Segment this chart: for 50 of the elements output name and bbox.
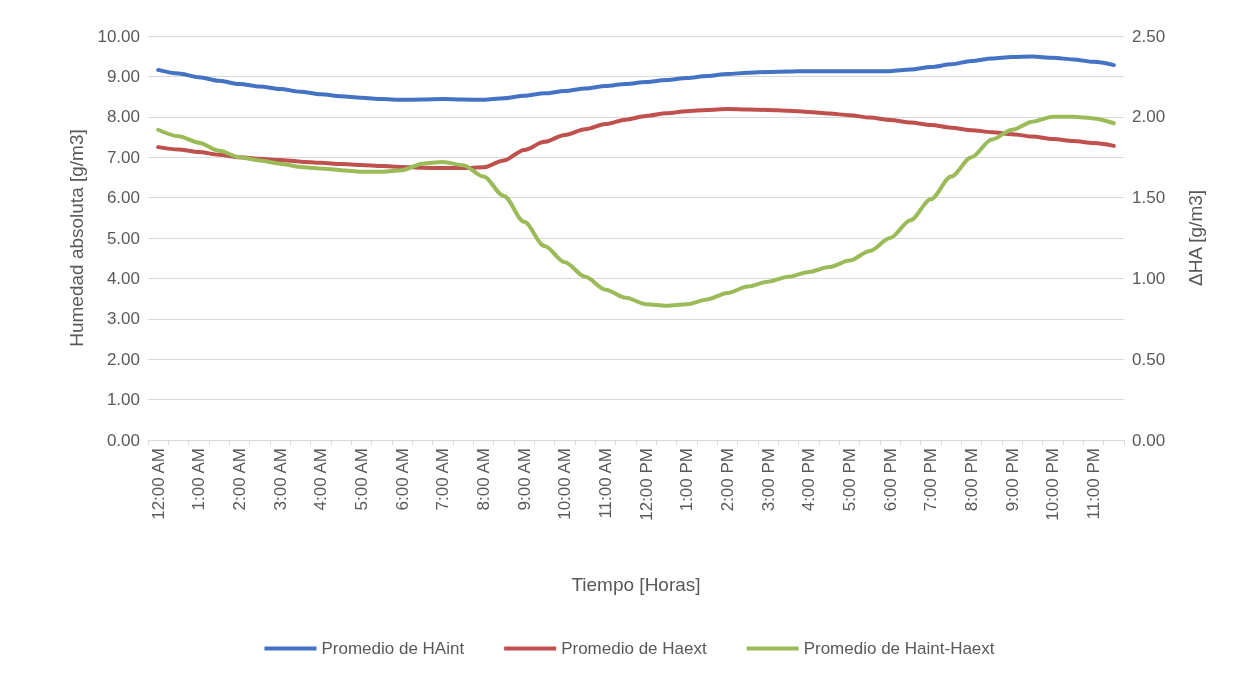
line-series: [156, 54, 1116, 102]
x-tick-label: 2:00 AM: [230, 448, 249, 511]
x-tick-label: 7:00 AM: [433, 448, 453, 511]
x-tick-label: 5:00 PM: [840, 448, 859, 512]
x-axis-title: Tiempo [Horas]: [571, 574, 701, 595]
x-tick-label: 9:00 PM: [1002, 448, 1022, 512]
y-axis-title: Humedad absoluta [g/m3]: [66, 129, 87, 347]
x-tick-label: 5:00 AM: [352, 448, 371, 511]
x-tick-label: 12:00 PM: [636, 448, 656, 521]
y2-tick-label: 0.50: [1132, 349, 1166, 369]
x-tick-label: 12:00 AM: [148, 448, 168, 520]
y-tick-label: 8.00: [106, 107, 140, 127]
y2-tick-label: 1.00: [1132, 268, 1166, 288]
x-tick-label: 6:00 AM: [392, 448, 412, 511]
x-tick-label: 9:00 AM: [514, 448, 534, 511]
y-tick-label: 5.00: [106, 228, 140, 248]
legend-label: Promedio de HAint: [321, 639, 465, 658]
x-tick-label: 11:00 PM: [1084, 448, 1103, 520]
x-tick-label: 3:00 PM: [758, 448, 778, 512]
x-tick-label: 1:00 AM: [189, 448, 209, 511]
y-tick-label: 9.00: [106, 66, 140, 86]
x-tick-label: 11:00 AM: [596, 448, 615, 519]
y2-tick-label: 1.50: [1132, 188, 1166, 208]
legend-label: Promedio de Haext: [561, 639, 707, 658]
y2-axis-title: ΔHA [g/m3]: [1185, 189, 1206, 287]
x-tick-label: 2:00 PM: [718, 448, 737, 512]
line-series: [156, 107, 1116, 171]
x-tick-label: 6:00 PM: [880, 448, 900, 512]
x-tick-label: 4:00 AM: [311, 448, 331, 511]
y2-tick-label: 2.00: [1132, 107, 1166, 127]
y-tick-label: 3.00: [106, 309, 140, 329]
x-tick-label: 8:00 AM: [474, 448, 493, 511]
y2-tick-label: 0.00: [1132, 430, 1166, 450]
y-tick-label: 6.00: [106, 188, 140, 208]
y-tick-label: 7.00: [106, 147, 140, 167]
y-tick-label: 2.00: [106, 349, 140, 369]
x-tick-label: 7:00 PM: [921, 448, 941, 512]
x-tick-label: 1:00 PM: [677, 448, 697, 512]
x-tick-label: 10:00 AM: [555, 448, 575, 520]
line-series: [156, 114, 1116, 308]
x-tick-label: 3:00 AM: [270, 448, 290, 511]
legend-label: Promedio de Haint-Haext: [803, 639, 995, 658]
y-tick-label: 4.00: [106, 268, 140, 288]
y-tick-label: 1.00: [106, 390, 140, 410]
y-tick-label: 10.00: [97, 26, 140, 46]
y2-tick-label: 2.50: [1132, 26, 1166, 46]
x-tick-label: 8:00 PM: [962, 448, 981, 512]
x-tick-label: 10:00 PM: [1043, 448, 1063, 521]
x-tick-label: 4:00 PM: [799, 448, 819, 512]
y-tick-label: 0.00: [106, 430, 140, 450]
